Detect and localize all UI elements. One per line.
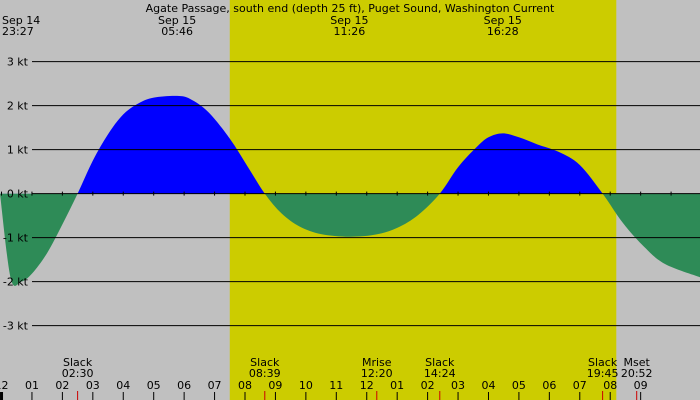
hour-label: 06 — [177, 379, 191, 392]
hour-label: 03 — [451, 379, 465, 392]
hour-label: 07 — [208, 379, 222, 392]
y-tick-label: 3 kt — [7, 56, 29, 69]
flood-area — [0, 95, 700, 194]
bottom-event-label: Slack — [425, 356, 455, 369]
hour-label: 12 — [360, 379, 374, 392]
hour-label: 02 — [421, 379, 435, 392]
hour-label: 04 — [116, 379, 130, 392]
header-event-time: 11:26 — [334, 25, 366, 38]
y-tick-label: 1 kt — [7, 144, 29, 157]
hour-label: 01 — [390, 379, 404, 392]
gridline-layer — [1, 61, 700, 327]
header-event-date: Sep 15 — [330, 14, 368, 27]
hour-label: 12 — [0, 379, 9, 392]
header-event-time: 16:28 — [487, 25, 519, 38]
header-event-date: Sep 15 — [158, 14, 196, 27]
hour-label: 09 — [634, 379, 648, 392]
bottom-event-time: 14:24 — [424, 367, 456, 380]
current-area-layer — [0, 95, 700, 286]
hour-label: 02 — [55, 379, 69, 392]
bottom-event-label: Slack — [63, 356, 93, 369]
bottom-event-time: 19:45 — [587, 367, 619, 380]
hour-label: 04 — [481, 379, 495, 392]
hour-label: 06 — [542, 379, 556, 392]
header-event-date: Sep 14 — [2, 14, 40, 27]
y-axis-tick-labels: 3 kt 2 kt 1 kt 0 kt -1 kt -2 kt -3 kt — [3, 56, 29, 333]
bottom-event-label: Slack — [588, 356, 618, 369]
hour-label: 11 — [329, 379, 343, 392]
hour-label: 03 — [86, 379, 100, 392]
hour-label: 08 — [238, 379, 252, 392]
bottom-event-label: Mrise — [362, 356, 392, 369]
ebb-area — [0, 193, 700, 286]
hour-label: 09 — [268, 379, 282, 392]
bottom-event-time: 20:52 — [621, 367, 653, 380]
hour-axis: 1112010203040506070809101112010203040506… — [0, 379, 648, 400]
chart-title: Agate Passage, south end (depth 25 ft), … — [146, 2, 555, 15]
hour-label: 05 — [512, 379, 526, 392]
header-event-time: 05:46 — [161, 25, 193, 38]
bottom-event-label: Slack — [250, 356, 280, 369]
bottom-event-label: Mset — [624, 356, 651, 369]
hour-label: 10 — [299, 379, 313, 392]
y-tick-label: 2 kt — [7, 100, 29, 113]
hour-label: 07 — [573, 379, 587, 392]
bottom-event-time: 08:39 — [249, 367, 281, 380]
y-tick-label: 0 kt — [7, 188, 29, 201]
header-event-date: Sep 15 — [484, 14, 522, 27]
bottom-event-time: 12:20 — [361, 367, 393, 380]
header-event-time: 23:27 — [2, 25, 34, 38]
hour-label: 05 — [147, 379, 161, 392]
y-tick-label: -1 kt — [3, 232, 29, 245]
bottom-event-time: 02:30 — [62, 367, 94, 380]
hour-label: 01 — [25, 379, 39, 392]
y-tick-label: -2 kt — [3, 276, 29, 289]
y-tick-label: -3 kt — [3, 320, 29, 333]
bottom-events: Slack02:30Slack08:39Mrise12:20Slack14:24… — [62, 356, 653, 400]
hour-label: 08 — [603, 379, 617, 392]
